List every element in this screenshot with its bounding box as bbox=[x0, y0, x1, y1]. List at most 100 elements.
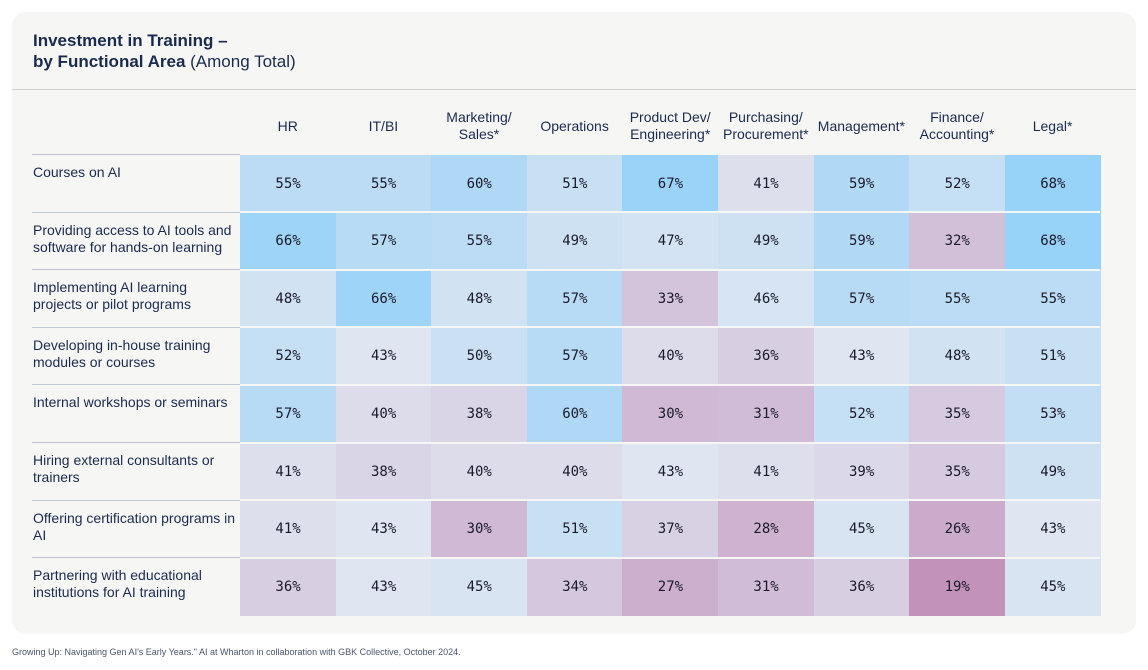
heatmap-cell: 37% bbox=[622, 500, 719, 559]
row-label: Implementing AI learning projects or pil… bbox=[33, 279, 191, 313]
heatmap-cell: 30% bbox=[622, 384, 719, 443]
column-header: Product Dev/Engineering* bbox=[629, 109, 711, 142]
heatmap-cell: 34% bbox=[526, 557, 623, 616]
heatmap-cell: 48% bbox=[909, 327, 1006, 386]
heatmap-cell: 39% bbox=[813, 442, 910, 501]
heatmap-cell: 41% bbox=[240, 500, 337, 559]
heatmap-cell: 51% bbox=[526, 500, 623, 559]
heatmap-cell: 57% bbox=[526, 327, 623, 386]
chart-title: Investment in Training – by Functional A… bbox=[33, 30, 296, 72]
heatmap-cell: 59% bbox=[813, 154, 910, 213]
heatmap-cell: 40% bbox=[622, 327, 719, 386]
heatmap-cell: 43% bbox=[622, 442, 719, 501]
heatmap-cell: 40% bbox=[335, 384, 432, 443]
heatmap-cell: 57% bbox=[813, 269, 910, 328]
source-note: Growing Up: Navigating Gen AI's Early Ye… bbox=[12, 647, 461, 657]
row-divider bbox=[32, 211, 240, 213]
heatmap-cell: 36% bbox=[240, 557, 337, 616]
heatmap-cell: 68% bbox=[1004, 154, 1101, 213]
column-header: Legal* bbox=[1032, 117, 1073, 134]
row-label: Developing in-house training modules or … bbox=[33, 336, 211, 370]
heatmap-cell: 67% bbox=[622, 154, 719, 213]
cell-row-divider bbox=[240, 211, 1101, 214]
heatmap-cell: 52% bbox=[240, 327, 337, 386]
heatmap-cell: 36% bbox=[718, 327, 815, 386]
heatmap-cell: 43% bbox=[335, 500, 432, 559]
row-label: Providing access to AI tools and softwar… bbox=[33, 221, 232, 255]
column-header: IT/BI bbox=[368, 117, 399, 134]
heatmap-cell: 43% bbox=[1004, 500, 1101, 559]
heatmap-cell: 68% bbox=[1004, 212, 1101, 271]
heatmap-cell: 40% bbox=[526, 442, 623, 501]
heatmap-cell: 26% bbox=[909, 500, 1006, 559]
title-line-1: Investment in Training – bbox=[33, 31, 228, 50]
heatmap-cell: 43% bbox=[335, 327, 432, 386]
heatmap-cell: 52% bbox=[813, 384, 910, 443]
heatmap-cell: 28% bbox=[718, 500, 815, 559]
heatmap-cell: 41% bbox=[718, 154, 815, 213]
heatmap-cell: 55% bbox=[1004, 269, 1101, 328]
heatmap-cell: 38% bbox=[431, 384, 528, 443]
heatmap-cell: 40% bbox=[431, 442, 528, 501]
heatmap-cell: 55% bbox=[431, 212, 528, 271]
heatmap-cell: 43% bbox=[813, 327, 910, 386]
heatmap-cell: 47% bbox=[622, 212, 719, 271]
heatmap-cell: 49% bbox=[1004, 442, 1101, 501]
heatmap-cell: 36% bbox=[813, 557, 910, 616]
cell-row-divider bbox=[240, 556, 1101, 559]
row-divider bbox=[32, 384, 240, 386]
row-divider bbox=[32, 269, 240, 271]
column-header: Management* bbox=[817, 117, 905, 134]
chart-card: Investment in Training – by Functional A… bbox=[12, 12, 1136, 634]
row-label: Courses on AI bbox=[33, 164, 121, 180]
heatmap-cell: 41% bbox=[718, 442, 815, 501]
cell-row-divider bbox=[240, 268, 1101, 271]
heatmap-cell: 35% bbox=[909, 384, 1006, 443]
row-label: Partnering with educational institutions… bbox=[33, 567, 202, 601]
title-divider bbox=[12, 89, 1136, 90]
heatmap-cell: 46% bbox=[718, 269, 815, 328]
heatmap-cell: 55% bbox=[240, 154, 337, 213]
heatmap-cell: 33% bbox=[622, 269, 719, 328]
heatmap-cell: 45% bbox=[1004, 557, 1101, 616]
heatmap-cell: 55% bbox=[335, 154, 432, 213]
row-label: Offering certification programs in AI bbox=[33, 509, 236, 543]
heatmap-cell: 45% bbox=[431, 557, 528, 616]
row-label: Internal workshops or seminars bbox=[33, 394, 228, 411]
cell-row-divider bbox=[240, 383, 1101, 386]
column-header: Purchasing/Procurement* bbox=[723, 109, 809, 142]
cell-row-divider bbox=[240, 326, 1101, 329]
column-header: HR bbox=[277, 117, 298, 134]
heatmap-cell: 43% bbox=[335, 557, 432, 616]
row-divider bbox=[32, 442, 240, 443]
heatmap-cell: 60% bbox=[526, 384, 623, 443]
heatmap-cell: 45% bbox=[813, 500, 910, 559]
heatmap-cell: 50% bbox=[431, 327, 528, 386]
row-label: Hiring external consultants or trainers bbox=[33, 452, 215, 485]
heatmap-cell: 27% bbox=[622, 557, 719, 616]
heatmap-cell: 48% bbox=[431, 269, 528, 328]
heatmap-cell: 19% bbox=[909, 557, 1006, 616]
heatmap-cell: 53% bbox=[1004, 384, 1101, 443]
title-line-2: by Functional Area bbox=[33, 52, 186, 71]
cell-row-divider bbox=[240, 441, 1101, 444]
heatmap-cell: 49% bbox=[526, 212, 623, 271]
row-divider bbox=[32, 154, 240, 155]
heatmap-cell: 66% bbox=[335, 269, 432, 328]
heatmap-cell: 51% bbox=[1004, 327, 1101, 386]
heatmap-cell: 31% bbox=[718, 384, 815, 443]
heatmap-cell: 57% bbox=[526, 269, 623, 328]
heatmap-cell: 51% bbox=[526, 154, 623, 213]
heatmap-cell: 35% bbox=[909, 442, 1006, 501]
title-qualifier: (Among Total) bbox=[185, 52, 296, 71]
heatmap-cell: 57% bbox=[240, 384, 337, 443]
heatmap-cell: 31% bbox=[718, 557, 815, 616]
heatmap-cell: 48% bbox=[240, 269, 337, 328]
column-header: Marketing/Sales* bbox=[446, 109, 512, 142]
heatmap-cell: 57% bbox=[335, 212, 432, 271]
row-divider bbox=[32, 499, 240, 501]
heatmap-cell: 55% bbox=[909, 269, 1006, 328]
heatmap-cell: 30% bbox=[431, 500, 528, 559]
column-header: Finance/Accounting* bbox=[919, 109, 995, 142]
heatmap-cell: 60% bbox=[431, 154, 528, 213]
